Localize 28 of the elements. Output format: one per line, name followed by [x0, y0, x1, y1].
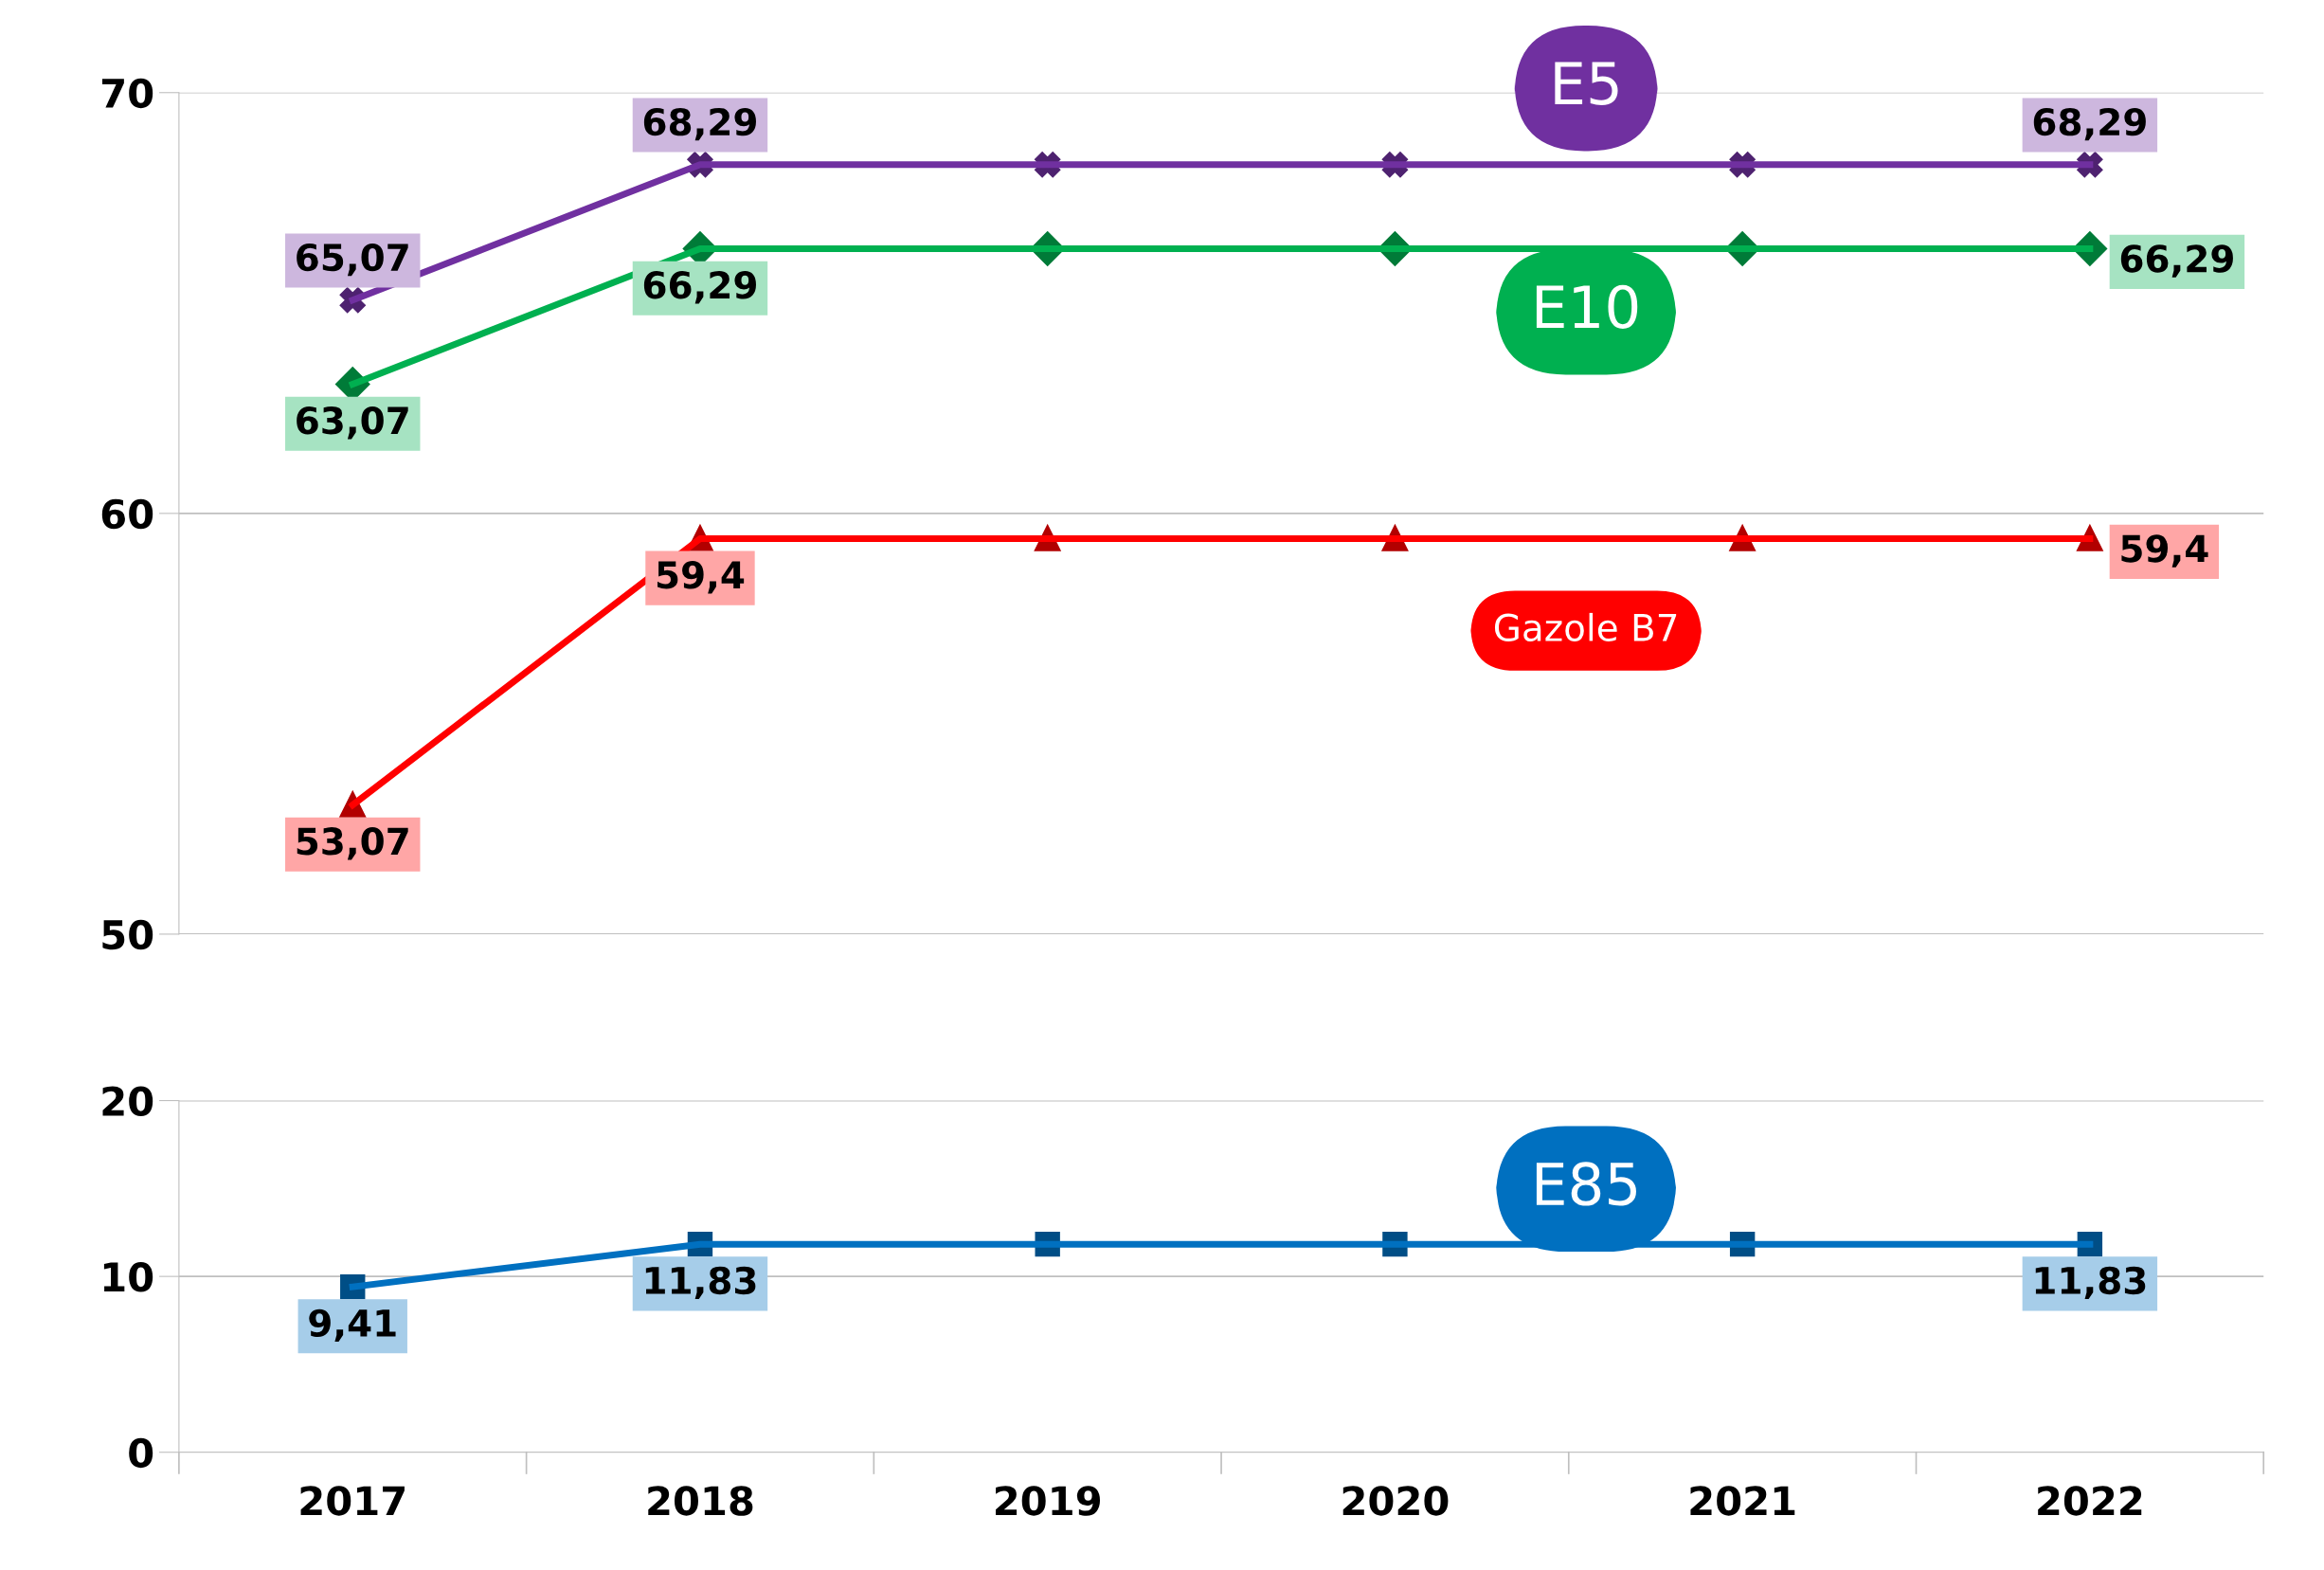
data-label: 53,07 [297, 827, 408, 860]
data-label: 9,41 [309, 1308, 396, 1343]
y-tick-label: 20 [102, 1086, 153, 1116]
data-label: 59,4 [657, 561, 745, 594]
y-tick-label: 50 [102, 919, 153, 950]
x-tick-label: 2021 [1690, 1486, 1795, 1516]
data-label: 66,29 [643, 271, 756, 304]
data-label: 66,29 [2120, 244, 2233, 278]
data-label: 68,29 [2033, 107, 2146, 141]
series-label: E10 [1536, 284, 1638, 329]
x-tick-label: 2020 [1342, 1486, 1449, 1516]
data-label: 68,29 [643, 107, 756, 141]
y-tick-label: 10 [103, 1262, 153, 1292]
data-label: 11,83 [645, 1266, 756, 1300]
x-tick-label: 2022 [2038, 1486, 2142, 1516]
data-label: 11,83 [2035, 1266, 2146, 1300]
y-tick-label: 0 [129, 1437, 153, 1469]
x-tick-label: 2017 [300, 1486, 405, 1516]
data-label: 63,07 [297, 406, 408, 440]
x-tick-label: 2018 [648, 1486, 753, 1516]
text: Gazole B7 [1494, 612, 1677, 641]
data-label: 65,07 [297, 243, 408, 277]
y-tick-label: 60 [101, 498, 153, 530]
y-tick-label: 70 [101, 78, 153, 109]
x-tick-label: 2019 [996, 1486, 1101, 1516]
series-label: E5 [1555, 62, 1618, 105]
series-label: E85 [1536, 1162, 1636, 1206]
data-label: 59,4 [2121, 534, 2208, 568]
